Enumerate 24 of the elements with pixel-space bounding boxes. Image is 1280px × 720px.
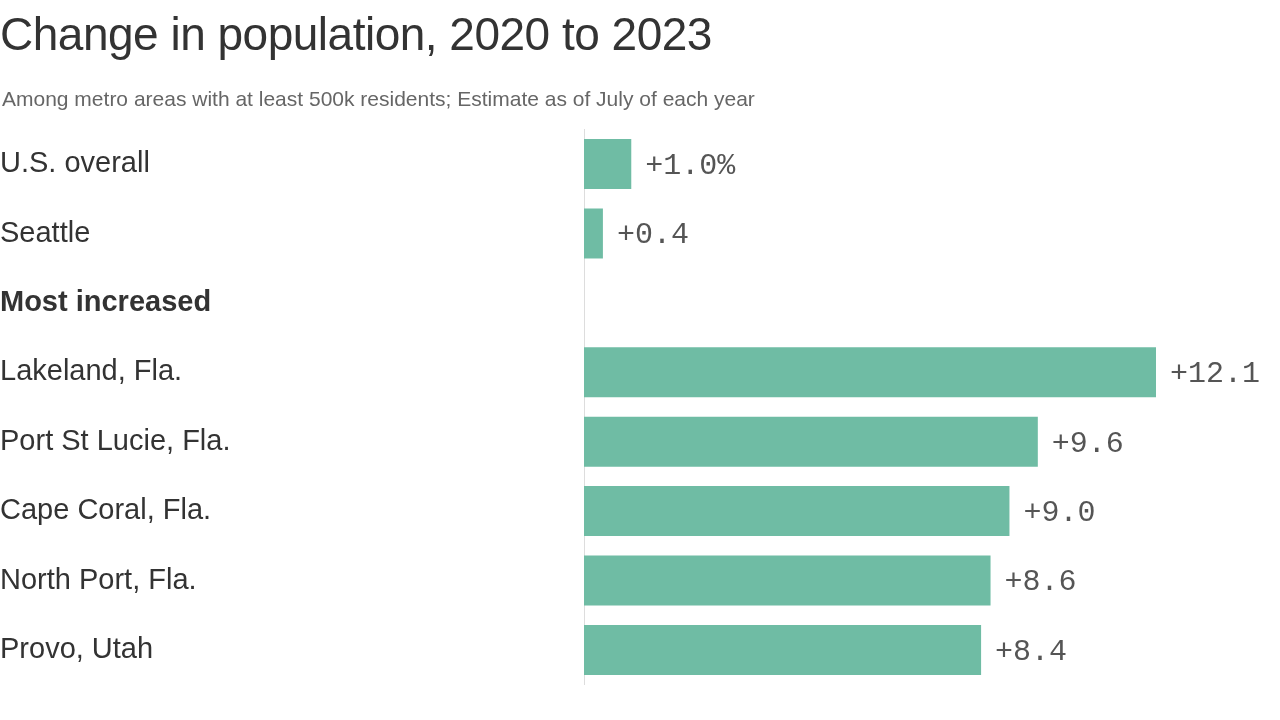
data-label: +8.4: [995, 634, 1068, 669]
y-tick-label: Most increased: [0, 284, 212, 317]
bar: [584, 624, 982, 675]
y-tick-label: Lakeland, Fla.: [0, 354, 183, 387]
data-label: +12.1: [1170, 357, 1261, 392]
y-tick-label: Seattle: [0, 215, 91, 248]
data-label: +9.0: [1023, 496, 1096, 531]
bar: [584, 139, 632, 190]
bar: [584, 486, 1010, 537]
chart-title: Change in population, 2020 to 2023: [0, 8, 713, 60]
y-tick-label: U.S. overall: [0, 146, 150, 179]
data-label: +1.0%: [645, 149, 737, 184]
bar: [584, 208, 603, 259]
data-label: +0.4: [616, 218, 689, 253]
bar: [584, 347, 1156, 398]
data-label: +9.6: [1051, 426, 1124, 461]
data-label: +8.6: [1004, 565, 1077, 600]
bar: [584, 416, 1038, 467]
y-tick-label: Cape Coral, Fla.: [0, 493, 212, 526]
text: Among metro areas with at least 500k residents; Estimate as of July of each year: [2, 86, 756, 112]
y-tick-label: North Port, Fla.: [0, 562, 197, 595]
y-tick-label: Provo, Utah: [0, 631, 154, 664]
bar: [584, 555, 991, 606]
y-tick-label: Port St Lucie, Fla.: [0, 423, 231, 456]
